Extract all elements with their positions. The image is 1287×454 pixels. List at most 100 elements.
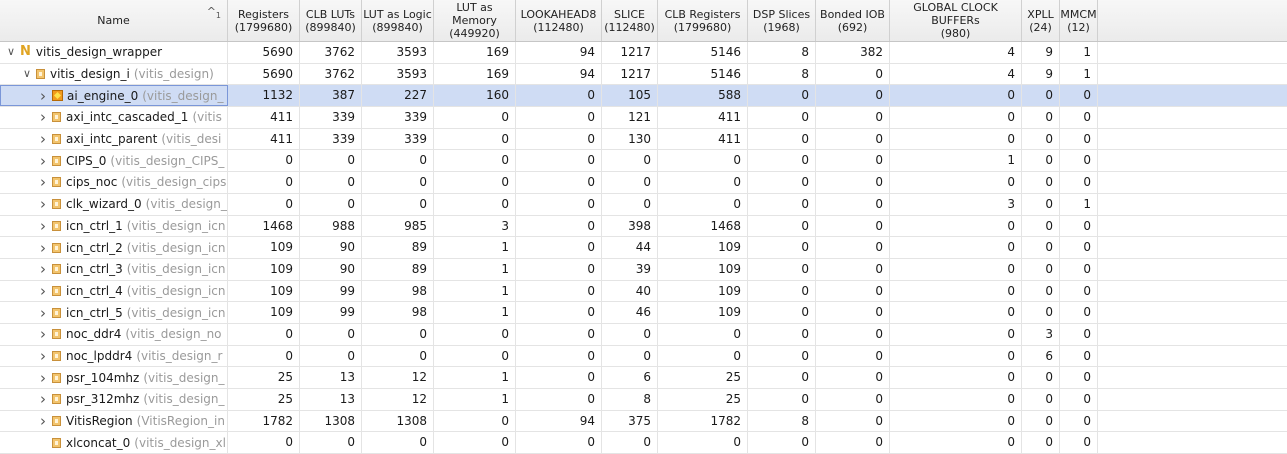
table-row[interactable]: › icn_ctrl_3 (vitis_design_icn 109 90 89 1 0 39 1…: [0, 258, 1287, 281]
cell-lookahead8: 0: [516, 432, 602, 454]
chevron-right-icon[interactable]: ›: [40, 368, 46, 387]
cell-clb-registers: 5146: [658, 63, 748, 85]
chevron-right-icon[interactable]: ›: [40, 390, 46, 409]
table-row[interactable]: › ai_engine_0 (vitis_design_ 1132 387 227 160 0…: [0, 85, 1287, 108]
table-row[interactable]: › psr_312mhz (vitis_design_ 25 13 12 1 0 8 25 0 0 0 0…: [0, 389, 1287, 411]
table-row[interactable]: › cips_noc (vitis_design_cips 0 0 0 0 0 0 0 0 0 0 0 0: [0, 172, 1287, 194]
instance-icon: [52, 307, 61, 318]
column-header-dsp-slices[interactable]: DSP Slices (1968): [748, 0, 816, 41]
cell-name[interactable]: › noc_ddr4 (vitis_design_no: [0, 323, 228, 345]
column-header-mmcm[interactable]: MMCM (12): [1060, 0, 1098, 41]
column-header-lut-as-logic[interactable]: LUT as Logic (899840): [362, 0, 434, 41]
cell-name[interactable]: › cips_noc (vitis_design_cips: [0, 172, 228, 193]
cell-name[interactable]: › icn_ctrl_2 (vitis_design_icn: [0, 237, 228, 258]
cell-name[interactable]: xlconcat_0 (vitis_design_xl: [0, 432, 228, 454]
cell-name[interactable]: › ai_engine_0 (vitis_design_: [0, 85, 228, 107]
cell-lut-as-memory: 1: [434, 389, 516, 410]
column-header-clb-luts[interactable]: CLB LUTs (899840): [300, 0, 362, 41]
cell-clb-registers: 109: [658, 302, 748, 323]
table-row[interactable]: ∨ vitis_design_i (vitis_design) 5690 3762 359…: [0, 63, 1287, 86]
cell-name[interactable]: › VitisRegion (VitisRegion_in: [0, 410, 228, 432]
column-capacity: (692): [837, 20, 868, 34]
instance-name: vitis_design_wrapper: [35, 45, 163, 60]
chevron-right-icon[interactable]: ›: [40, 281, 46, 300]
chevron-right-icon[interactable]: ›: [40, 130, 46, 149]
cell-name[interactable]: › psr_312mhz (vitis_design_: [0, 389, 228, 410]
cell-name[interactable]: › CIPS_0 (vitis_design_CIPS_: [0, 150, 228, 172]
cell-slice: 0: [602, 345, 658, 367]
chevron-right-icon[interactable]: ›: [40, 303, 46, 322]
chevron-right-icon[interactable]: ›: [40, 86, 46, 105]
cell-clb-registers: 25: [658, 367, 748, 388]
cell-slice: 0: [602, 323, 658, 345]
table-row[interactable]: › icn_ctrl_4 (vitis_design_icn 109 99 98 1 0 40 1…: [0, 280, 1287, 303]
chevron-right-icon[interactable]: ›: [40, 151, 46, 170]
cell-registers: 0: [228, 172, 300, 193]
column-header-lookahead8[interactable]: LOOKAHEAD8 (112480): [516, 0, 602, 41]
table-row[interactable]: › axi_intc_cascaded_1 (vitis 411 339 339 0 0 121…: [0, 107, 1287, 129]
column-header-slice[interactable]: SLICE (112480): [602, 0, 658, 41]
chevron-right-icon[interactable]: ›: [40, 173, 46, 192]
chevron-right-icon[interactable]: ›: [40, 260, 46, 279]
column-capacity: (1968): [763, 20, 800, 34]
table-row[interactable]: › icn_ctrl_5 (vitis_design_icn 109 99 98 1 0 46 1…: [0, 302, 1287, 324]
cell-name[interactable]: › icn_ctrl_4 (vitis_design_icn: [0, 280, 228, 302]
cell-name[interactable]: › noc_lpddr4 (vitis_design_r: [0, 345, 228, 367]
cell-name[interactable]: › axi_intc_parent (vitis_desi: [0, 128, 228, 150]
column-header-xpll[interactable]: XPLL (24): [1022, 0, 1060, 41]
column-header-clb-registers[interactable]: CLB Registers (1799680): [658, 0, 748, 41]
cell-clb-registers: 109: [658, 280, 748, 302]
cell-bonded-iob: 0: [816, 280, 890, 302]
cell-name[interactable]: › clk_wizard_0 (vitis_design_: [0, 193, 228, 215]
cell-lut-as-logic: 3593: [362, 42, 434, 63]
table-row[interactable]: › clk_wizard_0 (vitis_design_ 0 0 0 0 0 0 0 0 0 3 0 1: [0, 193, 1287, 216]
cell-name[interactable]: › axi_intc_cascaded_1 (vitis: [0, 107, 228, 128]
cell-name[interactable]: › icn_ctrl_5 (vitis_design_icn: [0, 302, 228, 323]
column-header-lut-as-memory[interactable]: LUT as Memory (449920): [434, 0, 516, 41]
table-row[interactable]: xlconcat_0 (vitis_design_xl 0 0 0 0 0 0 0 0 0 0 0 0: [0, 432, 1287, 454]
instance-icon: [52, 112, 61, 123]
column-capacity: (1799680): [673, 20, 732, 34]
cell-name[interactable]: ∨ vitis_design_i (vitis_design): [0, 63, 228, 85]
cell-lut-as-memory: 1: [434, 258, 516, 280]
cell-slice: 398: [602, 215, 658, 237]
table-row[interactable]: › VitisRegion (VitisRegion_in 1782 1308 1308 0…: [0, 410, 1287, 433]
chevron-right-icon[interactable]: ›: [40, 216, 46, 235]
column-header-name[interactable]: Name ^1: [0, 0, 228, 41]
module-name: (vitis_desi: [161, 132, 222, 147]
column-header-bonded-iob[interactable]: Bonded IOB (692): [816, 0, 890, 41]
column-header-registers[interactable]: Registers (1799680): [228, 0, 300, 41]
cell-clb-luts: 90: [300, 237, 362, 258]
table-row[interactable]: › axi_intc_parent (vitis_desi 411 339 339 0 0 13…: [0, 128, 1287, 151]
table-row[interactable]: › noc_lpddr4 (vitis_design_r 0 0 0 0 0 0 0 0 0 0 6 0: [0, 345, 1287, 368]
cell-mmcm: 0: [1060, 432, 1098, 454]
chevron-right-icon[interactable]: ›: [40, 346, 46, 365]
cell-name[interactable]: › icn_ctrl_1 (vitis_design_icn: [0, 215, 228, 237]
cell-global-clock-buffers: 0: [890, 432, 1022, 454]
table-row[interactable]: › icn_ctrl_2 (vitis_design_icn 109 90 89 1 0 44 1…: [0, 237, 1287, 259]
instance-icon: [52, 220, 61, 231]
sort-ascending-icon[interactable]: ^1: [207, 5, 221, 22]
chevron-right-icon[interactable]: ›: [40, 325, 46, 344]
cell-mmcm: 0: [1060, 172, 1098, 193]
cell-slice: 1217: [602, 42, 658, 63]
cell-name[interactable]: › psr_104mhz (vitis_design_: [0, 367, 228, 388]
table-row[interactable]: › icn_ctrl_1 (vitis_design_icn 1468 988 985 3 0…: [0, 215, 1287, 238]
column-header-global-clock-buffers[interactable]: GLOBAL CLOCK BUFFERs (980): [890, 0, 1022, 41]
chevron-down-icon[interactable]: ∨: [6, 45, 16, 59]
cell-name[interactable]: › icn_ctrl_3 (vitis_design_icn: [0, 258, 228, 280]
chevron-right-icon[interactable]: ›: [40, 195, 46, 214]
module-name: (vitis_design_: [142, 88, 224, 103]
cell-global-clock-buffers: 0: [890, 237, 1022, 258]
instance-name: noc_ddr4: [66, 327, 122, 342]
table-row[interactable]: › CIPS_0 (vitis_design_CIPS_ 0 0 0 0 0 0 0 0 0 1 0 0: [0, 150, 1287, 173]
chevron-right-icon[interactable]: ›: [40, 108, 46, 127]
chevron-right-icon[interactable]: ›: [40, 238, 46, 257]
chevron-right-icon[interactable]: ›: [40, 412, 46, 431]
chevron-down-icon[interactable]: ∨: [22, 67, 32, 81]
table-row[interactable]: › noc_ddr4 (vitis_design_no 0 0 0 0 0 0 0 0 0 0 3 0: [0, 323, 1287, 346]
table-row[interactable]: › psr_104mhz (vitis_design_ 25 13 12 1 0 6 25 0 0 0 0…: [0, 367, 1287, 389]
